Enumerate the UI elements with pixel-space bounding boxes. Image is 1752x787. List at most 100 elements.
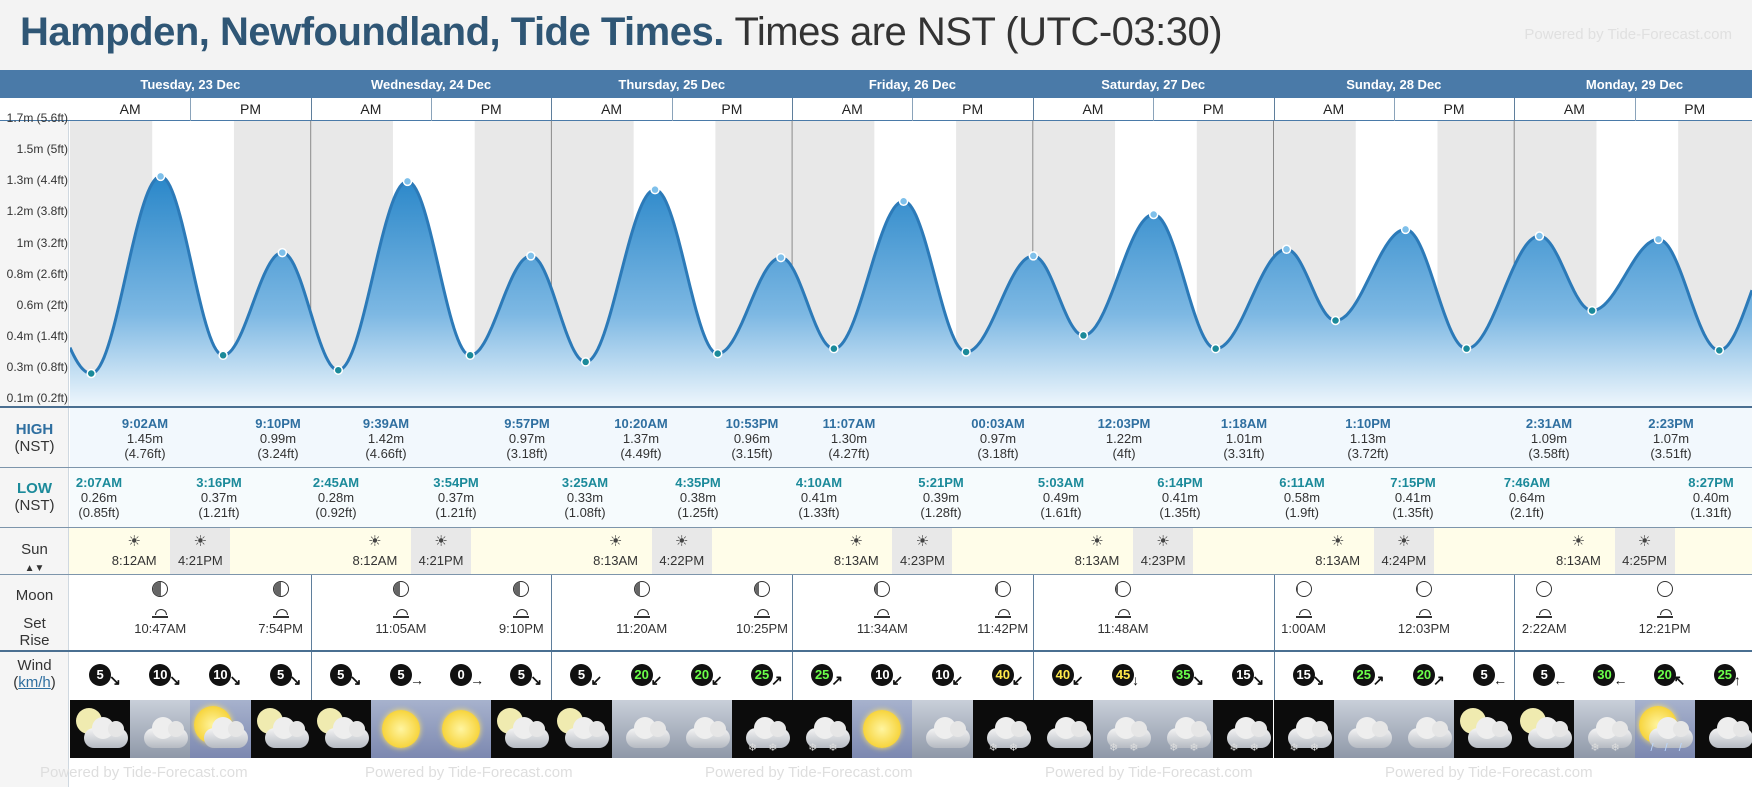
high-tide-meters: 1.37m [622, 431, 660, 446]
ampm-separator [912, 98, 914, 121]
high-tide-time: 9:10PM [255, 416, 301, 431]
am-label: AM [1323, 101, 1345, 117]
sun-toggle-icon[interactable]: ▲▼ [24, 563, 45, 574]
high-tide-feet: (4.27ft) [828, 446, 870, 461]
wind-speed-badge: 15 [1232, 664, 1255, 686]
moon-cell: 9:10PM [491, 581, 551, 636]
moon-cell: 2:22AM [1514, 581, 1574, 636]
high-tide: 10:53PM 0.96m (3.15ft) [712, 416, 792, 461]
sunset-time: 4:25PM [1622, 553, 1667, 568]
high-tide-feet: (4.66ft) [365, 446, 407, 461]
moon-rise-label: Rise [19, 632, 50, 649]
high-tide-time: 1:10PM [1345, 416, 1391, 431]
moon-phase-icon [1536, 581, 1553, 597]
low-tide: 4:35PM 0.38m (1.25ft) [658, 475, 738, 520]
weather-night-moon-cloud-icon [250, 700, 311, 758]
moon-dark-part [393, 582, 400, 596]
moon-set-icon [633, 607, 650, 619]
moon-set-icon [994, 607, 1011, 619]
wind-speed-badge: 5 [1473, 664, 1496, 686]
moon-phase-icon [633, 581, 650, 597]
moon-phase-icon [1656, 581, 1673, 597]
moon-phase-icon [1415, 581, 1432, 597]
moon-phase-icon [1115, 581, 1132, 597]
y-axis-label: 1.2m (3.8ft) [6, 204, 68, 218]
wind-direction-icon: ↘ [530, 672, 543, 688]
page-header: Hampden, Newfoundland, Tide Times. Times… [0, 0, 1752, 70]
weather-night-moon-cloud-icon [1514, 700, 1575, 758]
moon-cell: 10:47AM [130, 581, 190, 636]
weather-sunny-icon [852, 700, 913, 758]
high-tide-time: 11:07AM [822, 416, 876, 431]
weather-sun-rain-icon: / / / [1634, 700, 1695, 758]
high-tz-label: (NST) [14, 438, 55, 455]
low-tide-time: 7:46AM [1503, 475, 1551, 490]
low-tide-time: 6:11AM [1279, 475, 1325, 490]
high-tide-meters: 0.97m [979, 431, 1017, 446]
low-tide: 3:54PM 0.37m (1.21ft) [416, 475, 496, 520]
high-row-band [70, 408, 1752, 467]
moon-cell: 11:34AM [852, 581, 912, 636]
y-axis-label: 0.8m (2.6ft) [6, 267, 68, 281]
ampm-separator [190, 98, 192, 121]
weather-night-moon-cloud-icon [1454, 700, 1515, 758]
wind-direction-icon: ↘ [1192, 672, 1204, 688]
wind-speed-badge: 15 [1292, 664, 1315, 686]
wind-speed-badge: 20 [1653, 664, 1676, 686]
wind-speed-badge: 5 [510, 664, 533, 686]
high-tide-meters: 1.42m [367, 431, 405, 446]
page-title: Hampden, Newfoundland, Tide Times. Times… [20, 10, 1223, 55]
high-tide-feet: (3.15ft) [731, 446, 773, 461]
wind-direction-icon: ↖ [1673, 672, 1686, 688]
high-tide-time: 2:31AM [1525, 416, 1573, 431]
high-tide: 10:20AM 1.37m (4.49ft) [601, 416, 681, 461]
am-label: AM [1082, 101, 1104, 117]
wind-direction-icon: ↙ [590, 672, 603, 688]
day-label: Friday, 26 Dec [868, 77, 957, 92]
powered-by-footer-4: Powered by Tide-Forecast.com [1045, 764, 1253, 781]
wind-speed-badge: 40 [991, 664, 1014, 686]
low-tide-feet: (1.9ft) [1285, 505, 1319, 520]
y-axis-label: 1.3m (4.4ft) [6, 173, 68, 187]
moon-time: 1:00AM [1281, 621, 1326, 636]
weather-cloudy-icon [611, 700, 672, 758]
high-tide-time: 00:03AM [971, 416, 1025, 431]
low-tide: 5:03AM 0.49m (1.61ft) [1021, 475, 1101, 520]
wind-direction-icon: → [409, 672, 424, 688]
row-separator [0, 467, 1752, 468]
low-tide-meters: 0.37m [200, 490, 238, 505]
moon-cell: 12:03PM [1394, 581, 1454, 636]
wind-direction-icon: ↙ [1071, 672, 1084, 688]
cloud-shape [1347, 717, 1392, 748]
wind-direction-icon: ↙ [710, 672, 723, 688]
sunrise-time: 8:13AM [833, 553, 879, 568]
sunset-icon: ☀ [1637, 533, 1652, 550]
weather-night-cloud-icon [1032, 700, 1093, 758]
high-tide: 2:23PM 1.07m (3.51ft) [1631, 416, 1711, 461]
wind-direction-icon: ← [1553, 672, 1568, 688]
low-tide-point [1078, 330, 1089, 341]
sunrise-icon: ☀ [127, 533, 141, 550]
low-tide-meters: 0.58m [1283, 490, 1321, 505]
moon-dark-part [153, 582, 162, 596]
low-tide-meters: 0.28m [317, 490, 355, 505]
moon-dark-part [875, 582, 879, 596]
wind-speed-badge: 25 [811, 664, 834, 686]
low-tide: 8:27PM 0.40m (1.31ft) [1671, 475, 1751, 520]
snow-shape: ❄ ❄ [747, 742, 782, 754]
sun-shape [442, 710, 481, 748]
moon-phase-icon [272, 581, 289, 597]
high-tide-meters: 1.13m [1349, 431, 1387, 446]
wind-unit-link[interactable]: km/h [18, 674, 51, 691]
moon-dark-part [755, 582, 759, 596]
moon-set-icon [754, 607, 770, 619]
high-tide-point [402, 176, 413, 187]
low-tide-time: 5:03AM [1037, 475, 1085, 490]
sunset-cell: ☀ 4:23PM [892, 528, 953, 574]
wind-speed-badge: 20 [690, 664, 713, 686]
moon-phase-icon [152, 581, 169, 597]
high-tide: 11:07AM 1.30m (4.27ft) [809, 416, 889, 461]
high-tide-point [776, 252, 786, 263]
sunrise-time: 8:13AM [593, 553, 638, 568]
high-tide-meters: 0.96m [733, 431, 771, 446]
